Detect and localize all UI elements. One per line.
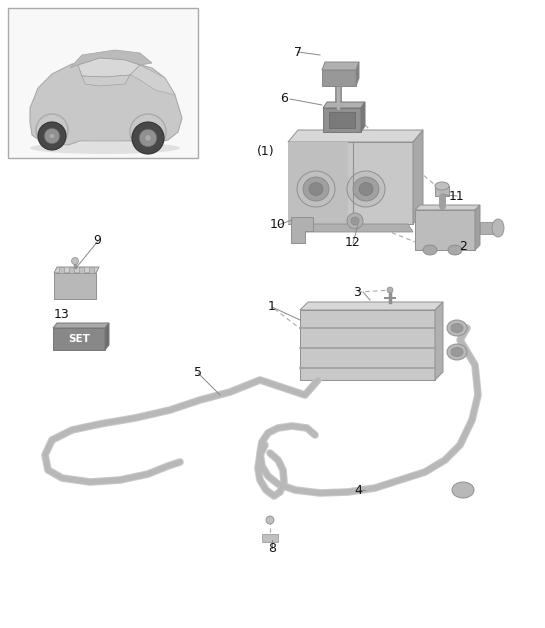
Text: 12: 12 <box>345 237 361 249</box>
Text: 7: 7 <box>294 45 302 58</box>
Ellipse shape <box>452 482 474 498</box>
Text: 9: 9 <box>93 234 101 247</box>
Bar <box>480 222 498 234</box>
Ellipse shape <box>359 183 373 195</box>
Polygon shape <box>53 328 105 350</box>
Ellipse shape <box>309 183 323 195</box>
Bar <box>79 267 84 273</box>
Polygon shape <box>291 217 313 243</box>
Polygon shape <box>435 302 443 380</box>
Circle shape <box>387 287 393 293</box>
Ellipse shape <box>492 219 504 237</box>
Circle shape <box>71 257 78 264</box>
Text: SET: SET <box>68 334 90 344</box>
Ellipse shape <box>297 171 335 207</box>
Circle shape <box>145 135 151 141</box>
Text: 10: 10 <box>270 219 286 232</box>
Ellipse shape <box>448 245 462 255</box>
Polygon shape <box>54 273 96 299</box>
Polygon shape <box>293 224 413 232</box>
Polygon shape <box>475 205 480 250</box>
Polygon shape <box>323 108 361 132</box>
Ellipse shape <box>347 171 385 207</box>
Text: 13: 13 <box>54 308 70 322</box>
Polygon shape <box>78 58 140 77</box>
Polygon shape <box>53 323 109 328</box>
Polygon shape <box>288 142 348 224</box>
Text: 6: 6 <box>280 92 288 106</box>
Ellipse shape <box>435 182 449 190</box>
Polygon shape <box>70 50 152 68</box>
Ellipse shape <box>447 344 467 360</box>
Circle shape <box>49 133 55 139</box>
Polygon shape <box>30 60 182 145</box>
Bar <box>89 267 94 273</box>
Polygon shape <box>54 267 99 273</box>
Text: (1): (1) <box>257 146 275 158</box>
Polygon shape <box>356 62 359 86</box>
Polygon shape <box>323 102 365 108</box>
Circle shape <box>347 213 363 229</box>
Text: 4: 4 <box>354 484 362 497</box>
Polygon shape <box>288 130 423 142</box>
Polygon shape <box>322 70 356 86</box>
Polygon shape <box>300 310 435 380</box>
Text: 1: 1 <box>268 301 276 313</box>
Ellipse shape <box>423 245 437 255</box>
Text: 3: 3 <box>353 286 361 298</box>
Polygon shape <box>300 302 443 310</box>
Text: 11: 11 <box>449 190 465 202</box>
Bar <box>69 267 74 273</box>
Circle shape <box>132 122 164 154</box>
Circle shape <box>38 122 66 150</box>
Polygon shape <box>288 142 413 224</box>
Circle shape <box>266 516 274 524</box>
Bar <box>329 112 355 128</box>
Polygon shape <box>415 205 480 210</box>
Text: 8: 8 <box>268 541 276 555</box>
Polygon shape <box>322 62 359 70</box>
Ellipse shape <box>451 323 463 332</box>
Text: 2: 2 <box>459 241 467 254</box>
Text: 5: 5 <box>194 367 202 379</box>
Circle shape <box>351 217 359 225</box>
Ellipse shape <box>451 347 463 357</box>
Polygon shape <box>82 75 130 86</box>
Ellipse shape <box>447 320 467 336</box>
Circle shape <box>139 129 157 147</box>
Bar <box>59 267 64 273</box>
Ellipse shape <box>353 177 379 201</box>
Ellipse shape <box>303 177 329 201</box>
Bar <box>8 8 198 158</box>
Polygon shape <box>415 210 475 250</box>
Polygon shape <box>413 130 423 224</box>
Circle shape <box>44 128 60 144</box>
Polygon shape <box>262 534 278 542</box>
Polygon shape <box>105 323 109 350</box>
Polygon shape <box>125 65 175 95</box>
Bar <box>435 186 449 196</box>
Polygon shape <box>361 102 365 132</box>
Ellipse shape <box>30 142 180 154</box>
